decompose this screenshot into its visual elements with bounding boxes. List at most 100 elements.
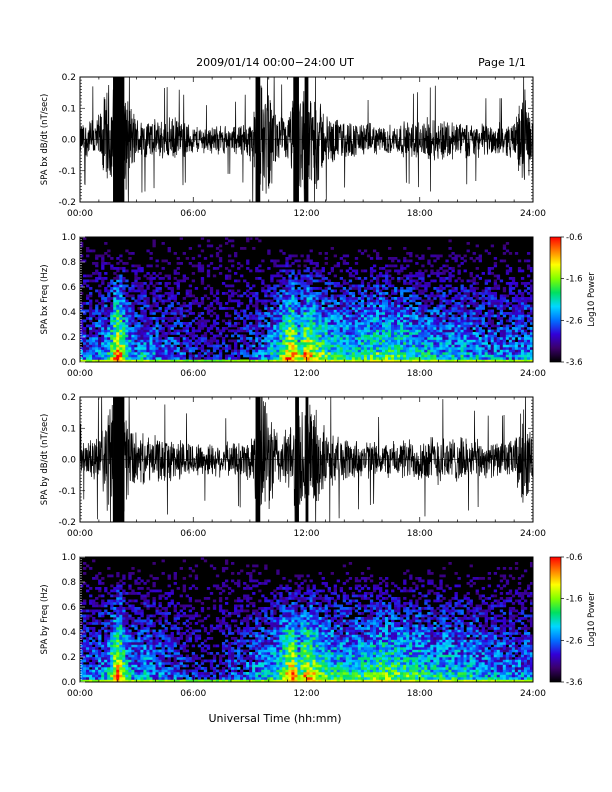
spectrogram-cell [529, 327, 534, 330]
spectrogram-cell [231, 264, 235, 268]
spectrogram-cell [164, 357, 168, 360]
spectrogram-cell [185, 329, 190, 333]
spectrogram-cell [478, 349, 482, 353]
spectrogram-cell [80, 324, 84, 328]
spectrogram-cell [101, 307, 105, 310]
spectrogram-cell [324, 262, 328, 265]
spectrogram-cell [499, 334, 504, 338]
spectrogram-cell [149, 279, 153, 283]
spectrogram-cell [209, 302, 214, 305]
spectrogram-cell [403, 349, 407, 353]
spectrogram-cell [321, 294, 325, 298]
spectrogram-cell [478, 259, 482, 263]
spectrogram-cell [502, 294, 507, 298]
spectrogram-cell [397, 354, 401, 358]
spectrogram-cell [291, 347, 295, 350]
spectrogram-cell [412, 314, 416, 318]
spectrogram-cell [282, 319, 286, 323]
spectrogram-cell [382, 352, 386, 355]
spectrogram-cell [409, 314, 413, 318]
spectrogram-cell [270, 344, 274, 348]
spectrogram-cell [119, 347, 123, 350]
spectrogram-cell [143, 292, 147, 295]
spectrogram-cell [415, 329, 419, 333]
spectrogram-cell [167, 357, 171, 360]
spectrogram-cell [267, 349, 271, 353]
spectrogram-cell [481, 297, 485, 300]
spectrogram-cell [131, 304, 135, 308]
spectrogram-cell [433, 349, 437, 353]
spectrogram-cell [149, 332, 153, 335]
spectrogram-cell [306, 329, 310, 333]
spectrogram-cell [394, 302, 398, 305]
spectrogram-cell [502, 332, 507, 335]
spectrogram-cell [218, 329, 223, 333]
spectrogram-cell [315, 317, 319, 320]
spectrogram-cell [231, 307, 235, 310]
spectrogram-cell [439, 327, 443, 330]
spectrogram-cell [143, 324, 147, 328]
spectrogram-cell [258, 339, 262, 343]
spectrogram-cell [351, 314, 356, 318]
y-tick-label: 0.1 [62, 424, 76, 434]
spectrogram-cell [246, 262, 250, 265]
spectrogram-cell [164, 292, 168, 295]
spectrogram-cell [388, 294, 392, 298]
spectrogram-cell [433, 312, 437, 315]
spectrogram-cell [170, 327, 174, 330]
spectrogram-cell [264, 357, 268, 360]
spectrogram-cell [517, 319, 522, 323]
spectrogram-cell [128, 314, 132, 318]
spectrogram-cell [110, 312, 114, 315]
spectrogram-cell [327, 312, 331, 315]
spectrogram-cell [276, 297, 280, 300]
spectrogram-cell [80, 339, 84, 343]
spectrogram-cell [303, 359, 307, 363]
spectrogram-cell [363, 322, 368, 325]
spectrogram-cell [475, 344, 479, 348]
spectrogram-cell [300, 289, 304, 293]
spectrogram-cell [400, 312, 404, 315]
spectrogram-cell [348, 344, 353, 348]
spectrogram-cell [388, 359, 392, 363]
spectrogram-cell [288, 357, 292, 360]
spectrogram-cell [406, 354, 410, 358]
spectrogram-cell [300, 349, 304, 353]
spectrogram-cell [324, 314, 328, 318]
spectrogram-cell [436, 309, 440, 313]
spectrogram-cell [306, 279, 310, 283]
spectrogram-cell [140, 287, 144, 290]
spectrogram-cell [375, 254, 380, 258]
spectrogram-cell [234, 339, 238, 343]
spectrogram-cell [101, 352, 105, 355]
spectrogram-cell [149, 344, 153, 348]
spectrogram-cell [231, 294, 235, 298]
spectrogram-cell [104, 334, 108, 338]
spectrogram-cell [499, 309, 504, 313]
spectrogram-cell [315, 314, 319, 318]
spectrogram-cell [282, 292, 286, 295]
spectrogram-cell [291, 349, 295, 353]
spectrogram-cell [104, 339, 108, 343]
spectrogram-cell [330, 359, 334, 363]
spectrogram-cell [261, 329, 265, 333]
spectrogram-cell [107, 334, 111, 338]
spectrogram-cell [110, 329, 114, 333]
spectrogram-cell [306, 304, 310, 308]
spectrogram-cell [484, 324, 488, 328]
spectrogram-cell [372, 309, 377, 313]
spectrogram-cell [206, 269, 211, 273]
spectrogram-cell [481, 324, 485, 328]
spectrogram-cell [158, 327, 162, 330]
spectrogram-cell [475, 359, 479, 363]
spectrogram-cell [481, 314, 485, 318]
spectrogram-cell [128, 347, 132, 350]
spectrogram-cell [363, 347, 368, 350]
spectrogram-cell [285, 307, 289, 310]
spectrogram-cell [209, 244, 214, 248]
spectrogram-cell [427, 327, 431, 330]
spectrogram-cell [303, 282, 307, 285]
spectrogram-cell [475, 287, 479, 290]
spectrogram-cell [523, 344, 528, 348]
spectrogram-cell [98, 642, 102, 645]
